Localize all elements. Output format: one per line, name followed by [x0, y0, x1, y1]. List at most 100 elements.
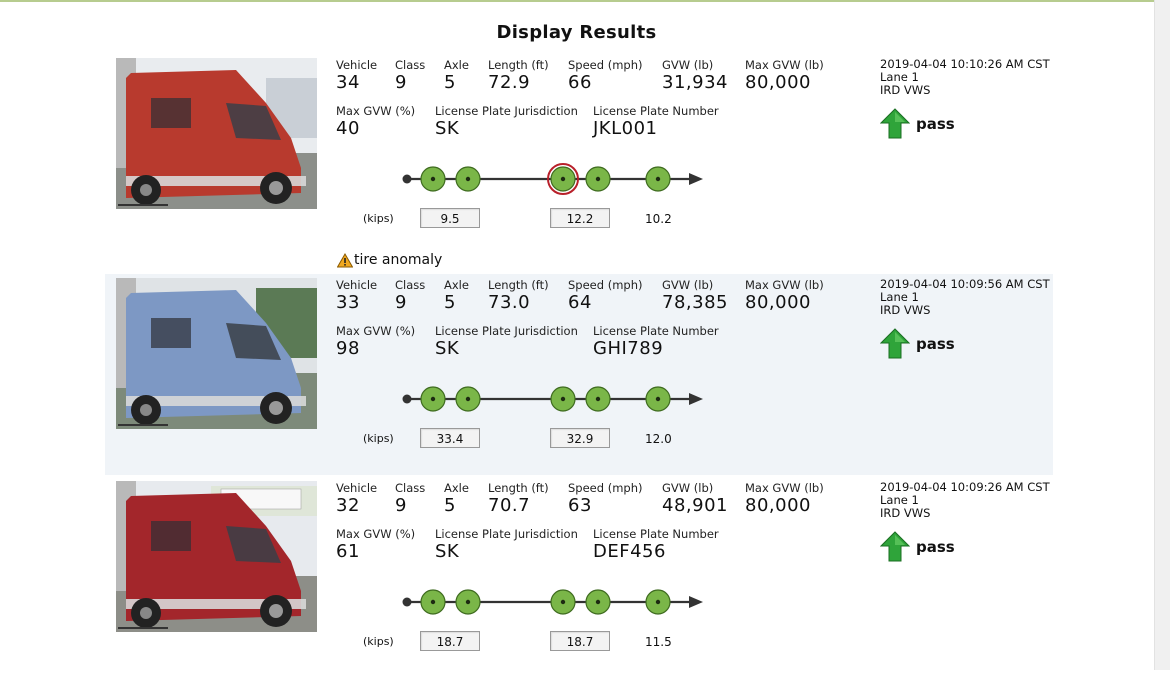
field-value: 70.7	[488, 495, 531, 516]
field-plate-number: License Plate Number DEF456	[593, 527, 719, 562]
field-label: License Plate Number	[593, 527, 719, 541]
vehicle-photo[interactable]	[116, 58, 317, 209]
field-value: 32	[336, 495, 360, 516]
kips-label: (kips)	[363, 212, 394, 225]
field-label: Speed (mph)	[568, 58, 643, 72]
axle-diagram	[402, 589, 703, 615]
field-plate-jurisdiction: License Plate Jurisdiction SK	[435, 104, 578, 139]
status-indicator: pass	[880, 328, 955, 359]
field-speed: Speed (mph) 64	[568, 278, 642, 313]
field-max-gvw-pct: Max GVW (%) 40	[336, 104, 415, 139]
field-value: 98	[336, 338, 360, 359]
record-meta: 2019-04-04 10:10:26 AM CST Lane 1 IRD VW…	[880, 58, 1050, 97]
axle-group-weight: 18.7	[420, 631, 480, 651]
field-label: Axle	[444, 278, 469, 292]
field-label: Speed (mph)	[568, 481, 643, 495]
field-plate-number: License Plate Number JKL001	[593, 104, 719, 139]
field-label: GVW (lb)	[662, 278, 714, 292]
axle-group-weight: 32.9	[550, 428, 610, 448]
device: IRD VWS	[880, 506, 931, 520]
field-length: Length (ft) 72.9	[488, 58, 549, 93]
field-label: Max GVW (lb)	[745, 481, 824, 495]
field-value: 31,934	[662, 72, 728, 93]
field-value: 33	[336, 292, 360, 313]
field-value: 80,000	[745, 495, 811, 516]
field-plate-jurisdiction: License Plate Jurisdiction SK	[435, 324, 578, 359]
field-class: Class 9	[395, 58, 425, 93]
device: IRD VWS	[880, 83, 931, 97]
field-vehicle: Vehicle 32	[336, 481, 377, 516]
record-meta: 2019-04-04 10:09:56 AM CST Lane 1 IRD VW…	[880, 278, 1050, 317]
record-meta: 2019-04-04 10:09:26 AM CST Lane 1 IRD VW…	[880, 481, 1050, 520]
field-max-gvw: Max GVW (lb) 80,000	[745, 58, 824, 93]
field-value: 80,000	[745, 72, 811, 93]
result-record: Vehicle 33 Class 9 Axle 5 Length (ft) 73…	[105, 274, 1053, 475]
field-label: Axle	[444, 481, 469, 495]
field-axle: Axle 5	[444, 481, 469, 516]
axle-diagram	[402, 386, 703, 412]
field-label: Max GVW (%)	[336, 527, 416, 541]
field-value: 5	[444, 72, 456, 93]
status-indicator: pass	[880, 531, 955, 562]
vehicle-photo[interactable]	[116, 278, 317, 429]
axle-diagram-wrap	[395, 158, 725, 204]
field-label: Speed (mph)	[568, 278, 643, 292]
device: IRD VWS	[880, 303, 931, 317]
field-label: Length (ft)	[488, 58, 549, 72]
anomaly-notice: tire anomaly	[337, 252, 442, 268]
axle-diagram-wrap	[395, 581, 725, 627]
field-vehicle: Vehicle 33	[336, 278, 377, 313]
green-up-arrow-icon	[880, 531, 910, 562]
field-value: 66	[568, 72, 592, 93]
field-value: 61	[336, 541, 360, 562]
field-label: Class	[395, 58, 426, 72]
field-label: Vehicle	[336, 481, 378, 495]
field-max-gvw: Max GVW (lb) 80,000	[745, 481, 824, 516]
field-value: 80,000	[745, 292, 811, 313]
field-value: 78,385	[662, 292, 728, 313]
status-text: pass	[916, 537, 955, 556]
field-class: Class 9	[395, 481, 425, 516]
field-gvw: GVW (lb) 48,901	[662, 481, 728, 516]
field-value: 63	[568, 495, 592, 516]
field-max-gvw: Max GVW (lb) 80,000	[745, 278, 824, 313]
status-text: pass	[916, 334, 955, 353]
axle-group-weight: 33.4	[420, 428, 480, 448]
field-value: GHI789	[593, 338, 664, 359]
field-value: JKL001	[593, 118, 658, 139]
field-gvw: GVW (lb) 78,385	[662, 278, 728, 313]
field-value: 34	[336, 72, 360, 93]
field-label: Axle	[444, 58, 469, 72]
field-axle: Axle 5	[444, 278, 469, 313]
status-indicator: pass	[880, 108, 955, 139]
field-value: 5	[444, 495, 456, 516]
field-plate-jurisdiction: License Plate Jurisdiction SK	[435, 527, 578, 562]
vehicle-photo[interactable]	[116, 481, 317, 632]
field-label: License Plate Number	[593, 104, 719, 118]
axle-group-weight: 11.5	[645, 635, 672, 649]
field-label: License Plate Number	[593, 324, 719, 338]
field-label: Class	[395, 278, 426, 292]
result-record: Vehicle 34 Class 9 Axle 5 Length (ft) 72…	[105, 58, 1053, 258]
field-value: SK	[435, 541, 460, 562]
field-length: Length (ft) 73.0	[488, 278, 549, 313]
field-label: GVW (lb)	[662, 58, 714, 72]
green-up-arrow-icon	[880, 108, 910, 139]
axle-group-weight: 10.2	[645, 212, 672, 226]
field-max-gvw-pct: Max GVW (%) 61	[336, 527, 415, 562]
lane: Lane 1	[880, 70, 919, 84]
field-label: License Plate Jurisdiction	[435, 324, 578, 338]
field-label: Length (ft)	[488, 278, 549, 292]
axle-group-weight: 18.7	[550, 631, 610, 651]
field-label: GVW (lb)	[662, 481, 714, 495]
field-label: Length (ft)	[488, 481, 549, 495]
field-value: 40	[336, 118, 360, 139]
field-speed: Speed (mph) 66	[568, 58, 642, 93]
field-label: License Plate Jurisdiction	[435, 104, 578, 118]
field-axle: Axle 5	[444, 58, 469, 93]
kips-label: (kips)	[363, 635, 394, 648]
vertical-scrollbar[interactable]	[1154, 0, 1170, 670]
field-label: Vehicle	[336, 278, 378, 292]
axle-group-weight: 12.2	[550, 208, 610, 228]
field-max-gvw-pct: Max GVW (%) 98	[336, 324, 415, 359]
